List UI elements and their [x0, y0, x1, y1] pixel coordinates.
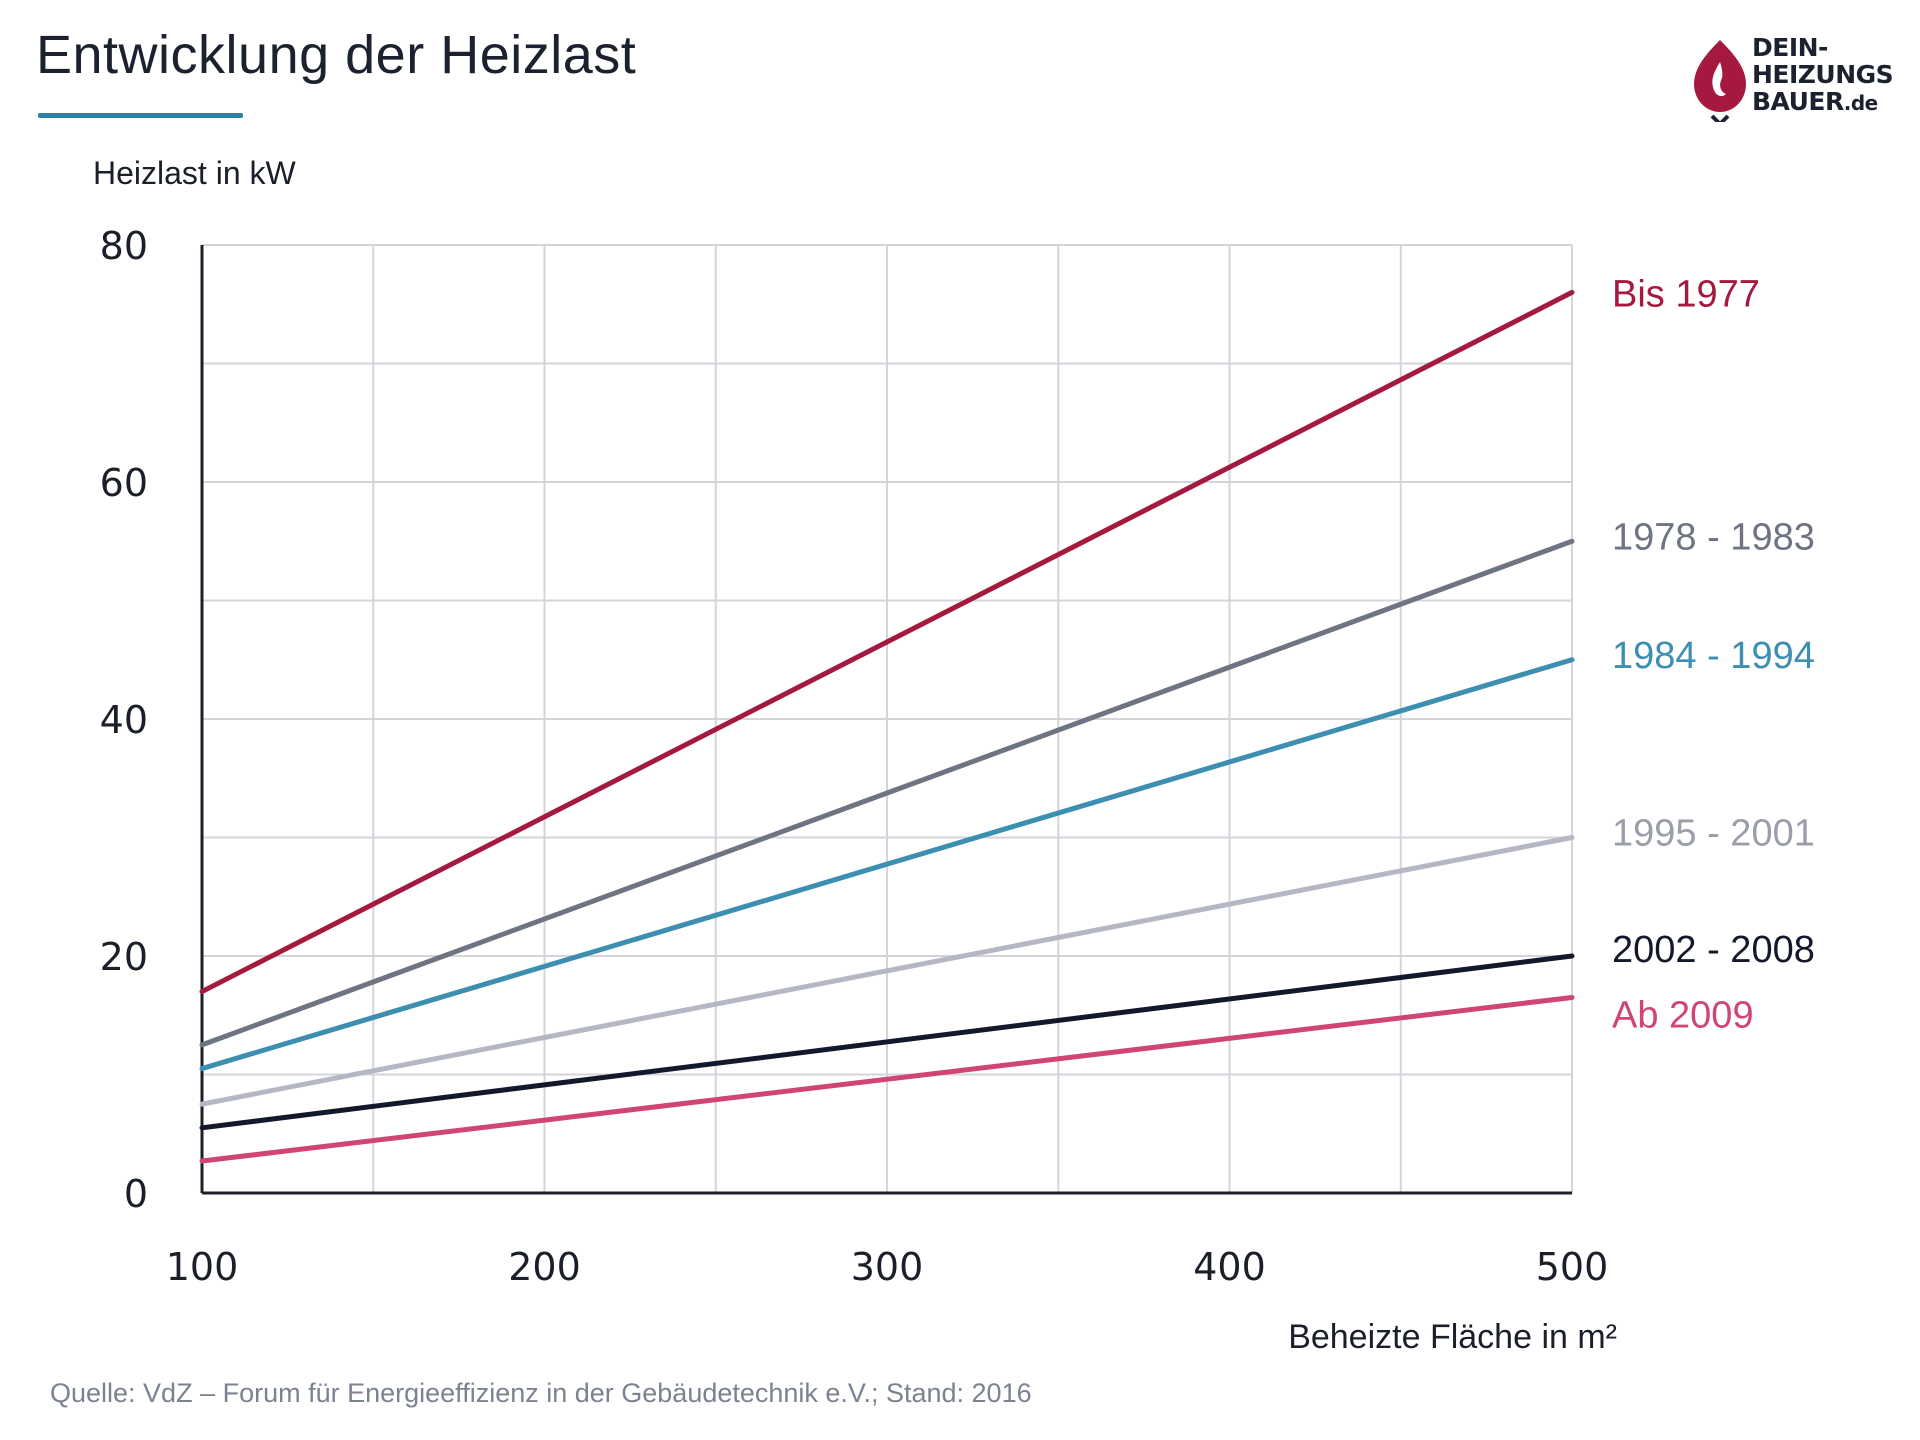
logo-wordmark: DEIN- HEIZUNGS BAUER.de — [1752, 33, 1894, 117]
chart-title: Entwicklung der Heizlast — [36, 25, 637, 85]
logo-tld: .de — [1843, 91, 1878, 115]
series-line-4 — [199, 953, 1575, 1131]
chart-labels: 0 20 40 60 80 100 200 300 400 500 Heizlast in kW Be… — [93, 155, 1815, 1356]
y-axis-title: Heizlast in kW — [93, 155, 297, 191]
logo-line-1: DEIN- — [1752, 33, 1828, 62]
x-tick-label-400: 400 — [1193, 1245, 1266, 1289]
x-tick-label-300: 300 — [851, 1245, 924, 1289]
series-line-5 — [199, 994, 1575, 1164]
chart-axes — [200, 245, 1572, 1195]
brand-logo[interactable]: DEIN- HEIZUNGS BAUER.de — [1690, 32, 1900, 127]
x-tick-label-200: 200 — [508, 1245, 581, 1289]
source-note: Quelle: VdZ – Forum für Energieeffizienz… — [50, 1378, 1032, 1408]
series-line-2 — [199, 657, 1575, 1072]
series-label-3: 1995 - 2001 — [1612, 813, 1815, 855]
logo-line-2: HEIZUNGS — [1752, 60, 1894, 89]
y-tick-label-80: 80 — [100, 224, 148, 268]
series-label-2: 1984 - 1994 — [1612, 635, 1815, 677]
flame-drop-icon — [1694, 40, 1746, 127]
logo-line-3: BAUER.de — [1752, 88, 1893, 117]
x-tick-label-100: 100 — [166, 1245, 239, 1289]
y-tick-label-0: 0 — [124, 1172, 148, 1216]
series-label-5: Ab 2009 — [1612, 994, 1754, 1036]
y-tick-label-60: 60 — [100, 461, 148, 505]
series-label-0: Bis 1977 — [1612, 273, 1760, 315]
series-label-1: 1978 - 1983 — [1612, 516, 1815, 558]
x-tick-label-500: 500 — [1536, 1245, 1609, 1289]
chart-series — [199, 289, 1575, 1164]
x-axis-title: Beheizte Fläche in m² — [1288, 1318, 1617, 1356]
title-underline — [38, 113, 243, 118]
logo-line-3-text: BAUER — [1752, 87, 1844, 116]
series-line-3 — [199, 835, 1575, 1107]
y-tick-label-20: 20 — [100, 935, 148, 979]
y-tick-label-40: 40 — [100, 698, 148, 742]
series-label-4: 2002 - 2008 — [1612, 929, 1815, 971]
series-line-0 — [199, 289, 1575, 995]
series-line-1 — [199, 538, 1575, 1048]
